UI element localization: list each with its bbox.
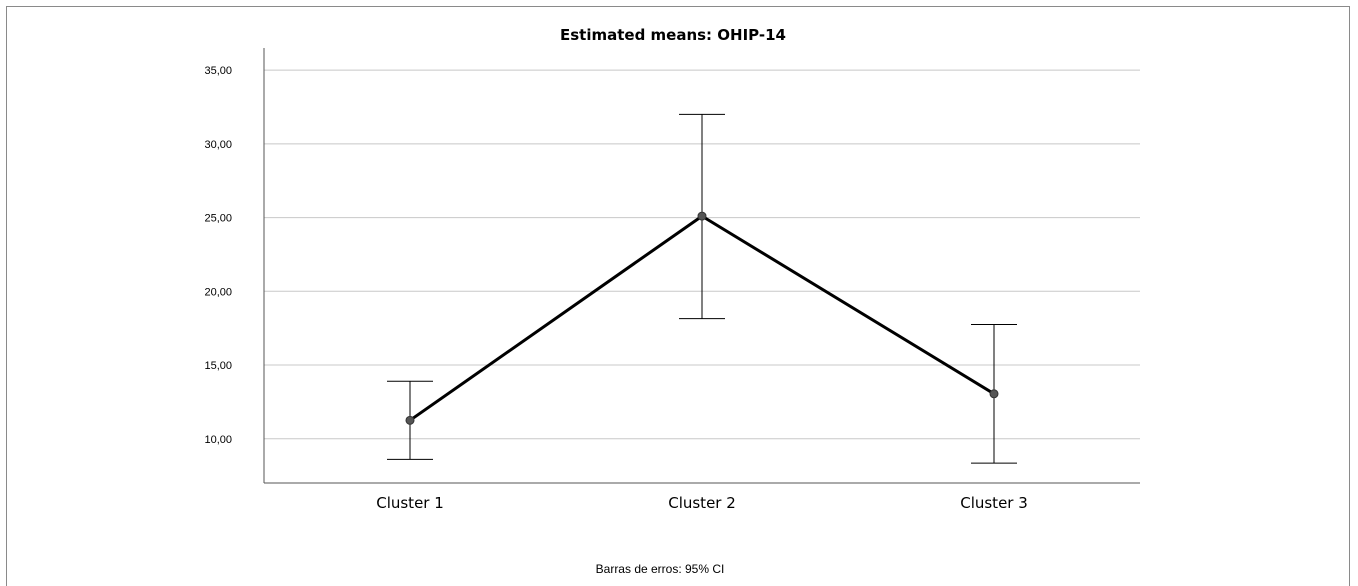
x-tick-label: Cluster 2 xyxy=(668,494,736,512)
data-point xyxy=(989,389,999,399)
y-tick-label: 15,00 xyxy=(204,360,232,372)
y-tick-label: 30,00 xyxy=(204,139,232,151)
y-tick-label: 35,00 xyxy=(204,65,232,77)
data-points xyxy=(405,211,999,425)
error-bars xyxy=(387,113,1017,464)
x-tick-label: Cluster 3 xyxy=(960,494,1028,512)
axes xyxy=(263,48,1140,484)
y-tick-labels: 10,00 15,00 20,00 25,00 30,00 35,00 xyxy=(204,65,232,446)
chart-title: Estimated means: OHIP-14 xyxy=(560,26,786,44)
data-point xyxy=(405,415,415,425)
data-point xyxy=(697,211,707,221)
y-tick-label: 20,00 xyxy=(204,286,232,298)
x-tick-labels: Cluster 1 Cluster 2 Cluster 3 xyxy=(376,494,1028,512)
error-bar-note: Barras de erros: 95% CI xyxy=(596,562,725,576)
chart-frame xyxy=(6,6,1350,586)
y-tick-label: 10,00 xyxy=(204,434,232,446)
x-tick-label: Cluster 1 xyxy=(376,494,444,512)
y-tick-label: 25,00 xyxy=(204,213,232,225)
